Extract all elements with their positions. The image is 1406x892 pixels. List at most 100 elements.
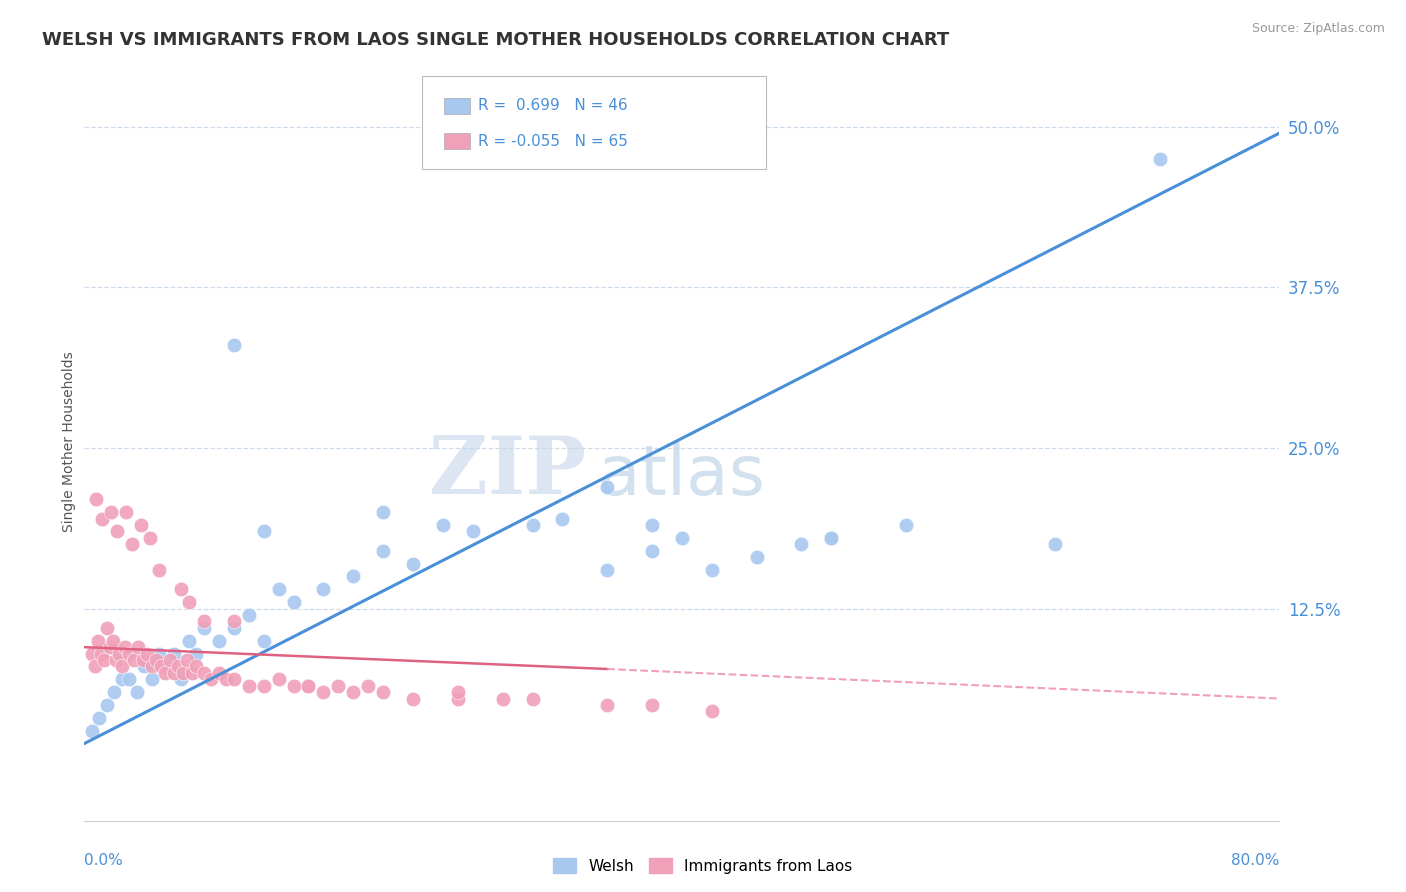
Point: [186, 659, 208, 673]
Point: [297, 679, 319, 693]
Point: [596, 479, 619, 493]
Point: [402, 557, 425, 571]
Point: [139, 531, 162, 545]
Point: [193, 665, 215, 680]
Point: [163, 665, 186, 680]
Point: [222, 673, 245, 687]
Point: [100, 505, 122, 519]
Point: [149, 659, 172, 673]
Point: [641, 543, 664, 558]
Point: [125, 685, 148, 699]
Point: [148, 647, 170, 661]
Point: [177, 633, 200, 648]
Point: [222, 338, 245, 352]
Point: [87, 633, 110, 648]
Point: [238, 679, 260, 693]
Point: [222, 621, 245, 635]
Point: [820, 531, 842, 545]
Point: [101, 633, 124, 648]
Point: [222, 615, 245, 629]
Point: [373, 543, 395, 558]
Point: [127, 640, 149, 655]
Point: [492, 691, 515, 706]
Point: [461, 524, 484, 539]
Point: [170, 673, 193, 687]
Point: [91, 511, 114, 525]
Point: [167, 659, 190, 673]
Point: [111, 659, 134, 673]
Point: [122, 653, 145, 667]
Point: [790, 537, 813, 551]
Point: [215, 673, 238, 687]
Point: [253, 633, 276, 648]
Point: [820, 531, 842, 545]
Point: [1149, 152, 1171, 166]
Point: [447, 685, 470, 699]
Point: [86, 492, 108, 507]
Point: [193, 615, 215, 629]
Point: [80, 647, 103, 661]
Point: [267, 673, 290, 687]
Point: [83, 659, 105, 673]
Point: [357, 679, 380, 693]
Point: [96, 698, 118, 712]
Point: [267, 582, 290, 597]
Point: [163, 647, 186, 661]
Point: [132, 659, 156, 673]
Point: [181, 665, 204, 680]
Point: [253, 524, 276, 539]
Point: [176, 653, 198, 667]
Text: 80.0%: 80.0%: [1232, 853, 1279, 868]
Point: [107, 647, 129, 661]
Point: [700, 563, 723, 577]
Y-axis label: Single Mother Households: Single Mother Households: [62, 351, 76, 532]
Text: R = -0.055   N = 65: R = -0.055 N = 65: [478, 134, 628, 149]
Point: [103, 685, 125, 699]
Point: [641, 698, 664, 712]
Point: [118, 647, 141, 661]
Point: [105, 524, 128, 539]
Point: [118, 673, 141, 687]
Point: [1045, 537, 1067, 551]
Point: [121, 537, 143, 551]
Point: [104, 653, 127, 667]
Point: [177, 595, 200, 609]
Point: [93, 653, 115, 667]
Point: [208, 665, 231, 680]
Point: [186, 647, 208, 661]
Point: [114, 640, 136, 655]
Text: WELSH VS IMMIGRANTS FROM LAOS SINGLE MOTHER HOUSEHOLDS CORRELATION CHART: WELSH VS IMMIGRANTS FROM LAOS SINGLE MOT…: [42, 31, 949, 49]
Point: [342, 569, 364, 583]
Text: ZIP: ZIP: [429, 433, 586, 511]
Point: [522, 691, 544, 706]
Point: [80, 723, 103, 738]
Point: [89, 711, 111, 725]
Point: [170, 582, 193, 597]
Legend: Welsh, Immigrants from Laos: Welsh, Immigrants from Laos: [547, 852, 859, 880]
Point: [141, 659, 163, 673]
Point: [402, 691, 425, 706]
Text: 0.0%: 0.0%: [84, 853, 124, 868]
Point: [432, 518, 454, 533]
Point: [342, 685, 364, 699]
Point: [111, 673, 134, 687]
Point: [522, 518, 544, 533]
Point: [700, 705, 723, 719]
Point: [155, 659, 177, 673]
Point: [131, 653, 153, 667]
Point: [172, 665, 194, 680]
Point: [96, 621, 118, 635]
Point: [745, 550, 768, 565]
Point: [193, 621, 215, 635]
Point: [238, 607, 260, 622]
Point: [115, 505, 138, 519]
Point: [373, 505, 395, 519]
Point: [200, 673, 222, 687]
Point: [90, 647, 112, 661]
Point: [148, 563, 170, 577]
Point: [283, 679, 305, 693]
Point: [208, 633, 231, 648]
Point: [373, 685, 395, 699]
Point: [153, 665, 176, 680]
Point: [253, 679, 276, 693]
